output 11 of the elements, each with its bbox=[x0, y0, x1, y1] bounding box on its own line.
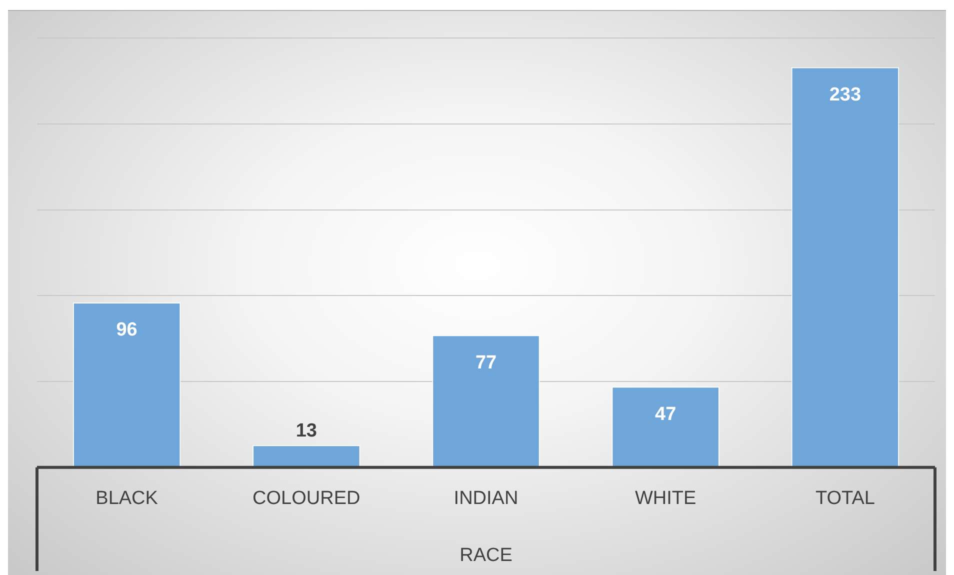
x-tick-label: BLACK bbox=[96, 488, 158, 510]
x-tick-label: TOTAL bbox=[815, 488, 875, 510]
x-axis-title: RACE bbox=[460, 544, 512, 566]
x-tick-label: INDIAN bbox=[454, 488, 518, 510]
data-label: 96 bbox=[116, 320, 138, 341]
x-tick-label: WHITE bbox=[634, 488, 696, 510]
x-tick-label: COLOURED bbox=[252, 488, 360, 510]
data-label: 233 bbox=[829, 84, 862, 106]
data-label: 47 bbox=[655, 404, 676, 425]
data-label: 77 bbox=[475, 352, 497, 374]
data-label: 13 bbox=[296, 420, 317, 442]
